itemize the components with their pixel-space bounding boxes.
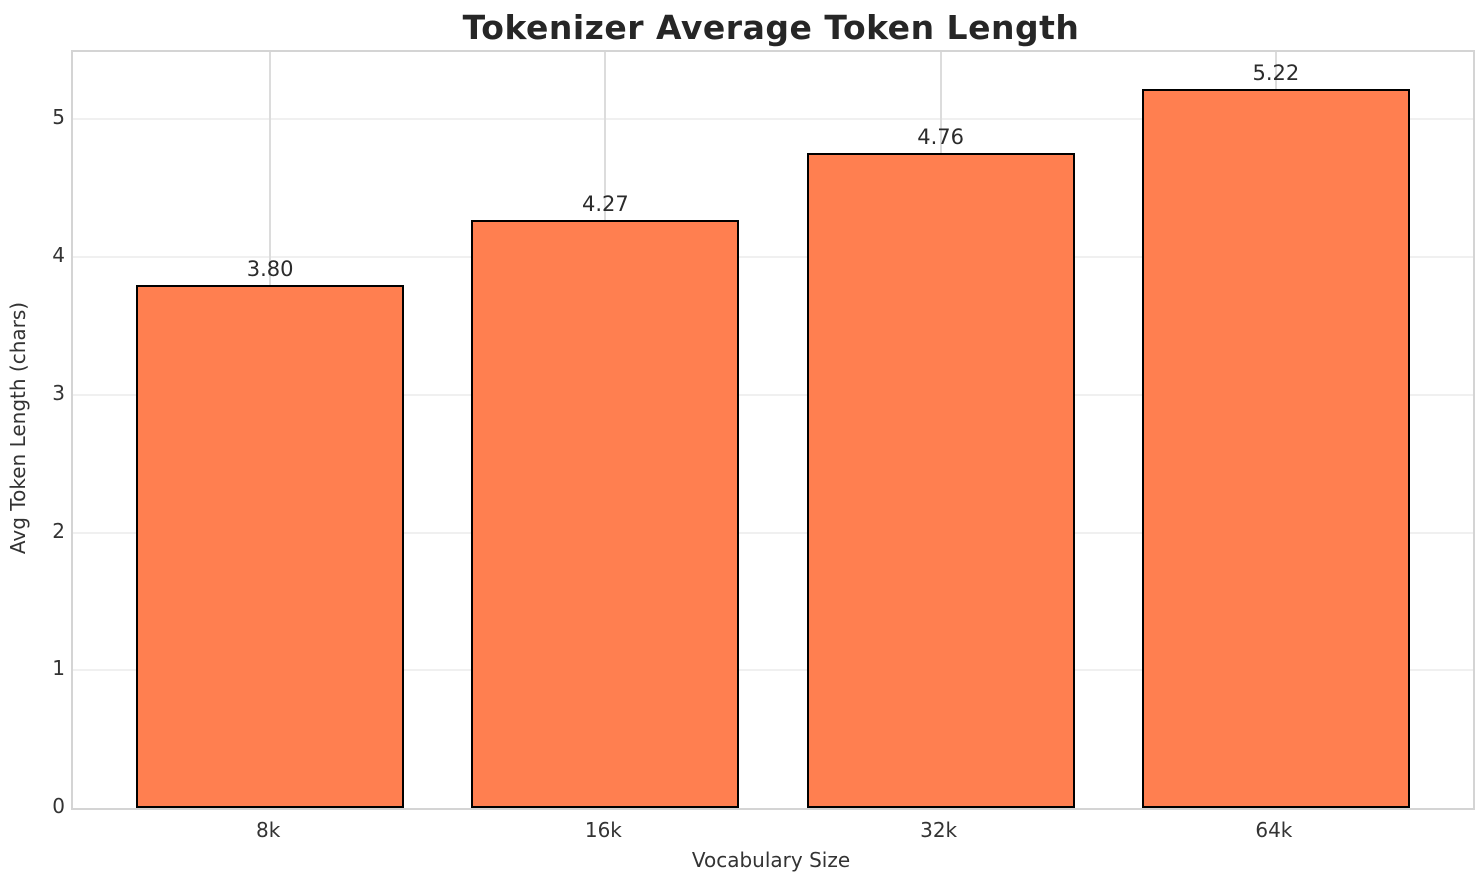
y-tick-label: 4 [52,243,65,268]
h-gridline [73,669,1473,672]
x-tick-label: 64k [1255,818,1293,842]
h-gridline [73,256,1473,259]
y-tick-label: 0 [52,794,65,818]
x-tick-label: 32k [920,818,958,842]
y-axis-label: Avg Token Length (chars) [6,301,30,555]
bar-value-label: 3.80 [246,256,294,281]
bar-32k [806,152,1075,808]
y-tick-label: 5 [52,105,65,130]
x-tick-label: 16k [584,818,622,842]
h-gridline [73,118,1473,121]
bar-8k [136,284,405,808]
y-tick-label: 1 [52,656,65,681]
x-tick-label: 8k [255,818,281,842]
bar-16k [471,220,740,808]
y-tick-label: 3 [52,380,65,405]
plot-area: 3.80 4.27 4.76 5.22 [71,50,1475,810]
x-axis-label: Vocabulary Size [691,848,851,872]
bar-value-label: 5.22 [1252,61,1300,86]
bar-value-label: 4.76 [917,124,964,149]
y-tick-label: 2 [52,518,65,543]
h-gridline [73,393,1473,396]
bar-value-label: 4.27 [581,192,629,216]
h-gridline [73,531,1473,534]
chart-title: Tokenizer Average Token Length [462,8,1080,47]
bar-64k [1141,89,1410,808]
